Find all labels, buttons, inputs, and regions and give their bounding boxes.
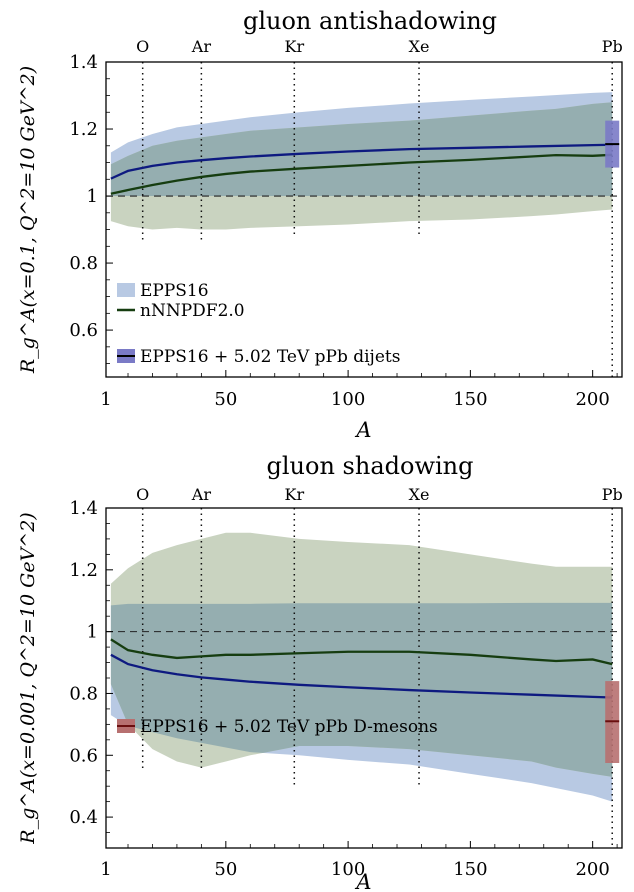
nucleus-label-ar: Ar bbox=[191, 37, 212, 56]
nucleus-markers bbox=[141, 508, 613, 848]
legend-label-epps16: EPPS16 bbox=[140, 281, 209, 301]
y-tick-label: 0.6 bbox=[69, 320, 98, 341]
x-tick-label: 50 bbox=[214, 389, 237, 410]
shadowing-panel: gluon shadowing O Ar Kr Xe Pb 1 50 100 1… bbox=[17, 452, 623, 892]
overlap-band bbox=[110, 602, 613, 777]
y-axis-label: R_g^A(x=0.001, Q^2=10 GeV^2) bbox=[17, 512, 39, 844]
y-tick-label: 0.6 bbox=[69, 745, 98, 766]
nucleus-label-xe: Xe bbox=[409, 485, 430, 504]
legend-swatch-epps16 bbox=[117, 283, 135, 297]
chart-title: gluon antishadowing bbox=[243, 7, 497, 35]
nucleus-label-kr: Kr bbox=[284, 37, 304, 56]
nucleus-markers bbox=[141, 62, 613, 377]
y-tick-label: 1.4 bbox=[69, 52, 98, 73]
axis-ticks bbox=[105, 507, 618, 849]
x-tick-label: 150 bbox=[453, 859, 487, 880]
nucleus-label-pb: Pb bbox=[602, 485, 623, 504]
x-tick-label: 200 bbox=[575, 389, 609, 410]
legend-label-nnpdf: nNNPDF2.0 bbox=[140, 301, 245, 321]
axis-ticks bbox=[105, 61, 618, 377]
legend-label-dmesons: EPPS16 + 5.02 TeV pPb D-mesons bbox=[140, 717, 438, 737]
x-tick-label: 50 bbox=[214, 859, 237, 880]
central-curves bbox=[110, 638, 613, 699]
x-axis-label: A bbox=[354, 418, 371, 442]
y-tick-label: 0.8 bbox=[69, 683, 98, 704]
nucleus-label-o: O bbox=[136, 485, 149, 504]
nucleus-label-pb: Pb bbox=[602, 37, 623, 56]
y-tick-label: 0.4 bbox=[69, 807, 98, 828]
x-tick-label: 200 bbox=[575, 859, 609, 880]
nucleus-label-kr: Kr bbox=[284, 485, 304, 504]
y-tick-label: 1.2 bbox=[69, 560, 98, 581]
y-tick-label: 1.4 bbox=[69, 498, 98, 519]
y-tick-label: 1 bbox=[87, 622, 98, 643]
y-axis-label: R_g^A(x=0.1, Q^2=10 GeV^2) bbox=[17, 66, 39, 374]
chart-title: gluon shadowing bbox=[267, 452, 474, 480]
nucleus-label-xe: Xe bbox=[409, 37, 430, 56]
x-tick-label: 1 bbox=[100, 859, 111, 880]
epps16-central-line bbox=[110, 143, 613, 180]
legend: EPPS16 + 5.02 TeV pPb D-mesons bbox=[117, 717, 438, 737]
legend: EPPS16 nNNPDF2.0 EPPS16 + 5.02 TeV pPb d… bbox=[117, 281, 400, 367]
x-tick-label: 100 bbox=[331, 389, 365, 410]
x-tick-label: 1 bbox=[100, 389, 111, 410]
nnpdf-central-line bbox=[110, 638, 613, 666]
y-tick-label: 1 bbox=[87, 186, 98, 207]
y-tick-label: 0.8 bbox=[69, 253, 98, 274]
y-tick-label: 1.2 bbox=[69, 119, 98, 140]
nnpdf-central-line bbox=[110, 153, 613, 195]
uncertainty-bands bbox=[110, 532, 613, 802]
x-axis-label: A bbox=[354, 870, 371, 892]
measurement-band bbox=[605, 120, 620, 168]
nucleus-label-o: O bbox=[136, 37, 149, 56]
plot-frame bbox=[105, 61, 623, 378]
measurement-band bbox=[605, 681, 620, 763]
legend-label-dijets: EPPS16 + 5.02 TeV pPb dijets bbox=[140, 347, 400, 367]
epps16-central-line bbox=[110, 653, 613, 699]
nucleus-label-ar: Ar bbox=[191, 485, 212, 504]
central-curves bbox=[110, 143, 613, 195]
x-tick-label: 150 bbox=[453, 389, 487, 410]
antishadowing-panel: gluon antishadowing O Ar Kr Xe Pb 1 50 1… bbox=[17, 7, 623, 442]
x-tick-label: 100 bbox=[331, 859, 365, 880]
